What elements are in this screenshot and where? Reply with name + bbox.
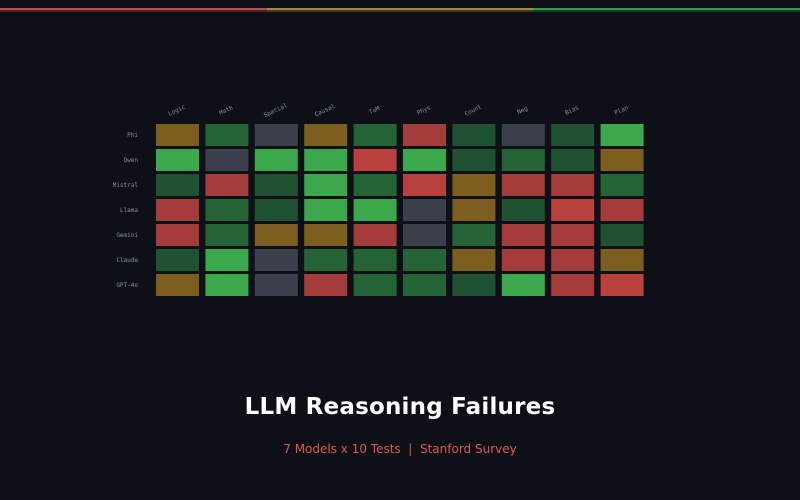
heatmap-cell — [304, 274, 348, 296]
heatmap-cell — [600, 174, 644, 196]
heatmap-cell — [254, 249, 298, 271]
heatmap-cell — [501, 224, 545, 246]
heatmap-cell — [353, 274, 397, 296]
heatmap-cell — [403, 249, 446, 271]
heatmap-cell — [205, 124, 249, 146]
heatmap-chart: Logic Math Spatial Causal ToM Phys Count Neg Bia… — [113, 102, 644, 296]
column-label: Phys — [416, 104, 432, 117]
heatmap-cell — [156, 249, 199, 271]
heatmap-cell — [156, 199, 199, 221]
heatmap-cell — [353, 149, 397, 171]
row-label: GPT-4o — [116, 282, 138, 289]
chart-subtitle: 7 Models x 10 Tests | Stanford Survey — [283, 442, 517, 456]
row-label: Llama — [120, 207, 138, 214]
heatmap-cell — [600, 149, 644, 171]
heatmap-cell — [600, 124, 644, 146]
heatmap-cell — [304, 149, 348, 171]
heatmap-cell — [452, 199, 496, 221]
heatmap-cell — [452, 149, 496, 171]
heatmap-cell — [304, 224, 348, 246]
heatmap-cell — [205, 249, 249, 271]
heatmap-cell — [304, 174, 348, 196]
heatmap-cell — [452, 224, 496, 246]
heatmap-cell — [353, 199, 397, 221]
column-label: Spatial — [263, 102, 289, 119]
heatmap-cell — [501, 149, 545, 171]
column-label: Causal — [314, 103, 337, 119]
heatmap-cell — [551, 249, 595, 271]
row-label: Qwen — [124, 157, 139, 164]
heatmap-cell — [600, 249, 644, 271]
heatmap-cell — [205, 274, 249, 296]
heatmap-cell — [403, 199, 446, 221]
heatmap-cell — [254, 199, 298, 221]
heatmap-cell — [304, 199, 348, 221]
heatmap-cell — [551, 274, 595, 296]
heatmap-cell — [353, 224, 397, 246]
heatmap-cell — [304, 249, 348, 271]
heatmap-cell — [551, 149, 595, 171]
row-label: Mistral — [113, 182, 139, 189]
row-label: Phi — [127, 132, 138, 139]
heatmap-cell — [551, 224, 595, 246]
heatmap-cell — [156, 174, 199, 196]
heatmap-cell — [452, 249, 496, 271]
heatmap-cell — [304, 124, 348, 146]
heatmap-cell — [551, 124, 595, 146]
heatmap-cell — [452, 124, 496, 146]
row-label: Gemini — [116, 232, 138, 239]
top-bar-segment — [533, 8, 800, 10]
heatmap-cell — [254, 124, 298, 146]
heatmap-cell — [403, 174, 446, 196]
heatmap-cell — [254, 174, 298, 196]
column-label: Count — [464, 103, 484, 117]
column-label: Plan — [613, 104, 629, 117]
heatmap-cell — [600, 224, 644, 246]
heatmap-cell — [156, 124, 199, 146]
heatmap-cell — [501, 174, 545, 196]
heatmap-cell — [551, 199, 595, 221]
heatmap-cell — [254, 224, 298, 246]
top-accent-bar — [0, 0, 800, 14]
heatmap-cell — [452, 274, 496, 296]
top-bar-segment-glow — [266, 10, 534, 12]
heatmap-cell — [452, 174, 496, 196]
heatmap-cell — [403, 124, 446, 146]
heatmap-cell — [156, 149, 199, 171]
heatmap-cell — [403, 224, 446, 246]
heatmap-cell — [205, 149, 249, 171]
chart-title: LLM Reasoning Failures — [244, 394, 556, 420]
column-label: ToM — [368, 105, 381, 116]
heatmap-cell — [501, 199, 545, 221]
top-bar-segment-glow — [0, 10, 267, 12]
heatmap-cell — [205, 224, 249, 246]
column-label: Math — [218, 104, 234, 117]
column-label: Logic — [167, 103, 187, 117]
heatmap-cell — [205, 199, 249, 221]
heatmap-cell — [403, 274, 446, 296]
heatmap-cell — [551, 174, 595, 196]
top-bar-segment-glow — [533, 10, 800, 12]
heatmap-cell — [501, 249, 545, 271]
heatmap-cell — [501, 274, 545, 296]
heatmap-cell — [501, 124, 545, 146]
heatmap-cell — [156, 224, 199, 246]
heatmap-cell — [353, 249, 397, 271]
column-label: Bias — [564, 104, 580, 117]
heatmap-cell — [254, 274, 298, 296]
top-bar-segment — [0, 8, 267, 10]
heatmap-cell — [205, 174, 249, 196]
heatmap-cell — [254, 149, 298, 171]
heatmap-cell — [353, 124, 397, 146]
heatmap-cell — [156, 274, 199, 296]
heatmap-cell — [600, 199, 644, 221]
heatmap-cell — [403, 149, 446, 171]
heatmap-cell — [353, 174, 397, 196]
top-bar-segment — [266, 8, 534, 10]
row-label: Claude — [116, 257, 138, 264]
heatmap-cell — [600, 274, 644, 296]
column-label: Neg — [516, 105, 529, 116]
